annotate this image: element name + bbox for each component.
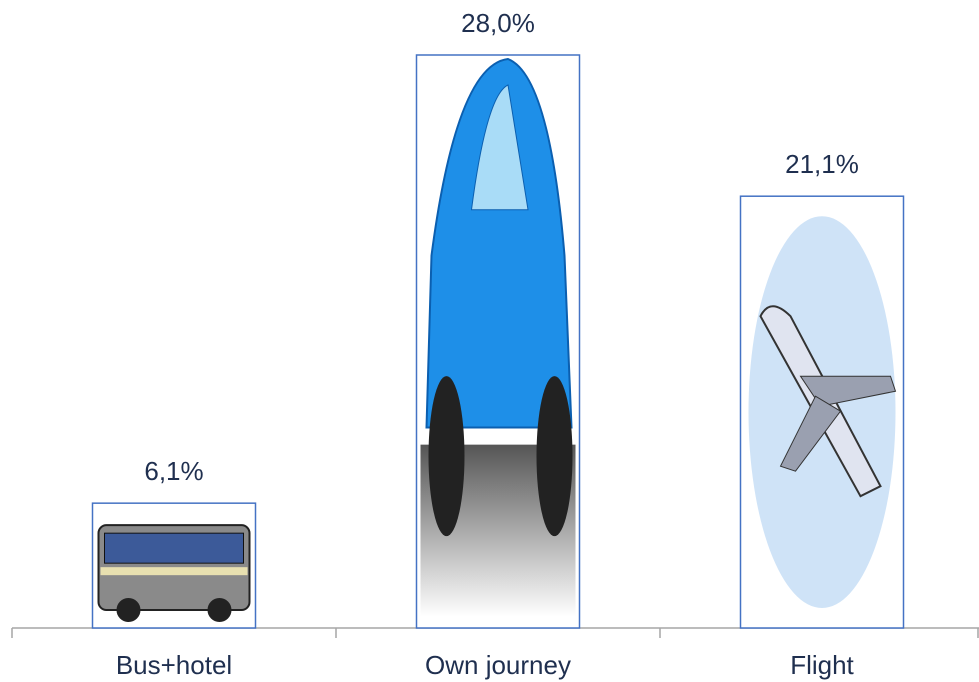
car-wheel: [536, 376, 573, 537]
plane-wing: [779, 395, 842, 472]
value-label: 28,0%: [461, 8, 535, 38]
car-window: [470, 84, 529, 211]
x-tick-label: Own journey: [425, 650, 571, 680]
bar-image: [420, 57, 576, 617]
x-tick-label: Bus+hotel: [116, 650, 232, 680]
bus-stripe: [100, 567, 248, 576]
x-tick-label: Flight: [790, 650, 854, 680]
bar-image: [97, 524, 251, 622]
bus-wheel: [116, 598, 141, 622]
bus-wheel: [207, 598, 232, 622]
bar-image: [748, 216, 897, 609]
bus-windows: [104, 532, 244, 564]
value-label: 21,1%: [785, 149, 859, 179]
plane-wing: [799, 375, 897, 407]
value-label: 6,1%: [144, 456, 203, 486]
car-body: [425, 57, 573, 429]
car-wheel: [428, 376, 465, 537]
